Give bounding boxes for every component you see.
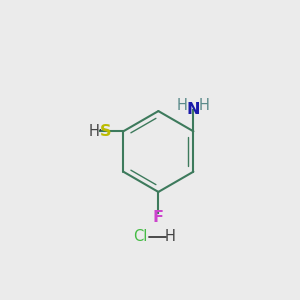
Text: F: F [153,210,164,225]
Text: H: H [177,98,188,113]
Text: S: S [100,124,112,139]
Text: H: H [199,98,210,113]
Text: N: N [187,102,200,117]
Text: H: H [88,124,99,139]
Text: Cl: Cl [133,230,147,244]
Text: H: H [164,230,175,244]
Text: ·: · [98,124,102,139]
